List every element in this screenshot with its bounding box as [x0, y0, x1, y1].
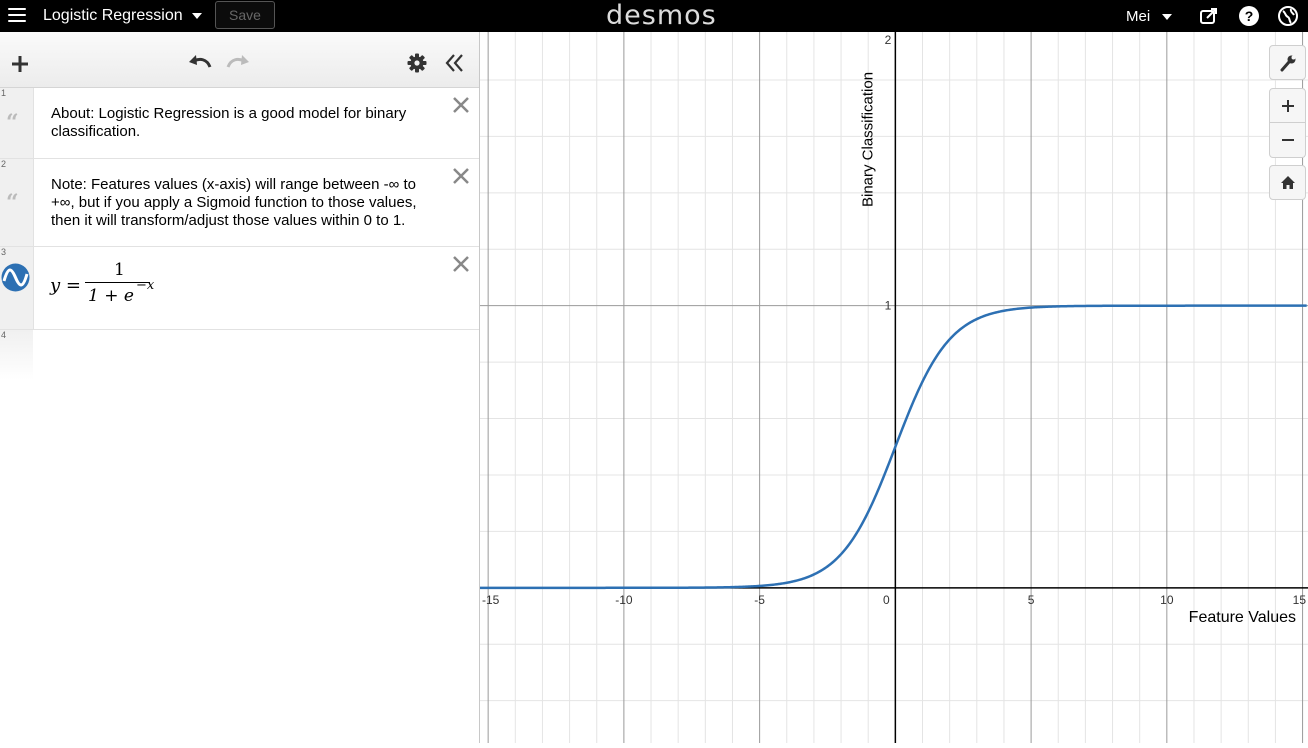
settings-icon[interactable] — [407, 53, 427, 73]
x-tick-label: 15 — [1293, 593, 1307, 607]
x-tick-label: -10 — [615, 593, 633, 607]
fraction-numerator: 1 — [114, 260, 125, 280]
zoom-out-icon — [1282, 139, 1294, 141]
delete-icon[interactable] — [452, 96, 470, 114]
minor-gridlines — [480, 32, 1308, 743]
expression-row[interactable]: 3 y = 1 1 + e −x — [0, 247, 479, 330]
new-expression-row[interactable]: 4 — [0, 330, 479, 380]
row-gutter: 4 — [0, 330, 33, 380]
y-tick-label: 2 — [885, 33, 892, 47]
share-icon[interactable] — [1198, 5, 1220, 27]
zoom-in-icon — [1282, 100, 1294, 112]
note-text[interactable]: Note: Features values (x-axis) will rang… — [51, 176, 417, 229]
major-gridlines — [480, 32, 1308, 743]
zoom-out-button[interactable] — [1269, 123, 1306, 158]
note-row[interactable]: 2 “ Note: Features values (x-axis) will … — [0, 159, 479, 247]
expression-list: 1 “ About: Logistic Regression is a good… — [0, 32, 480, 743]
wrench-icon — [1280, 55, 1296, 72]
x-axis-label: Feature Values — [1189, 609, 1296, 626]
user-dropdown-icon[interactable] — [1162, 14, 1172, 20]
sigmoid-curve[interactable] — [480, 304, 1307, 590]
fraction-bar — [85, 282, 150, 283]
save-button[interactable]: Save — [215, 1, 275, 29]
user-menu[interactable]: Mei — [1126, 8, 1151, 25]
brand-logo: desmos — [606, 0, 717, 31]
language-icon[interactable] — [1277, 5, 1299, 27]
graph-color-icon[interactable] — [1, 263, 30, 292]
x-tick-label: -15 — [482, 593, 500, 607]
note-icon: “ — [6, 110, 19, 136]
home-icon — [1281, 176, 1295, 189]
row-number: 2 — [1, 159, 7, 169]
row-gutter: 1 “ — [0, 88, 34, 158]
redo-icon[interactable] — [225, 52, 251, 70]
fraction-denominator: 1 + e — [88, 286, 134, 306]
help-icon[interactable]: ? — [1238, 5, 1260, 27]
tick-labels: -15 -10 -5 0 5 10 15 1 2 — [482, 33, 1306, 607]
zoom-in-button[interactable] — [1269, 88, 1306, 123]
title-dropdown-icon[interactable] — [192, 13, 202, 19]
graph-settings-button[interactable] — [1269, 45, 1306, 80]
x-tick-label: -5 — [754, 593, 765, 607]
graph-canvas[interactable]: -15 -10 -5 0 5 10 15 1 2 Binary Classification F… — [480, 32, 1308, 743]
delete-icon[interactable] — [452, 167, 470, 185]
x-tick-label: 5 — [1028, 593, 1035, 607]
exponent: −x — [136, 278, 155, 293]
x-tick-label: 10 — [1160, 593, 1174, 607]
collapse-icon[interactable] — [444, 53, 466, 73]
row-number: 3 — [1, 247, 7, 257]
note-text[interactable]: About: Logistic Regression is a good mod… — [51, 105, 407, 140]
y-axis-label: Binary Classification — [859, 72, 876, 207]
row-gutter: 2 “ — [0, 159, 34, 246]
note-icon: “ — [6, 190, 19, 216]
undo-icon[interactable] — [187, 52, 213, 70]
home-button[interactable] — [1269, 165, 1306, 200]
graph-paper[interactable]: -15 -10 -5 0 5 10 15 1 2 Binary Classification F… — [480, 32, 1308, 743]
graph-title[interactable]: Logistic Regression — [43, 7, 183, 24]
delete-icon[interactable] — [452, 255, 470, 273]
add-icon[interactable] — [10, 54, 30, 74]
expression-lhs: y = — [50, 275, 81, 296]
row-number: 4 — [1, 330, 7, 340]
expression-toolbar — [0, 32, 479, 88]
menu-icon[interactable] — [8, 8, 26, 23]
svg-text:?: ? — [1245, 8, 1254, 24]
axes — [480, 32, 1308, 743]
row-gutter: 3 — [0, 247, 34, 329]
x-tick-label: 0 — [883, 593, 890, 607]
row-number: 1 — [1, 88, 7, 98]
top-bar: Logistic Regression Save desmos Mei ? — [0, 0, 1308, 32]
note-row[interactable]: 1 “ About: Logistic Regression is a good… — [0, 88, 479, 159]
y-tick-label: 1 — [885, 299, 892, 313]
